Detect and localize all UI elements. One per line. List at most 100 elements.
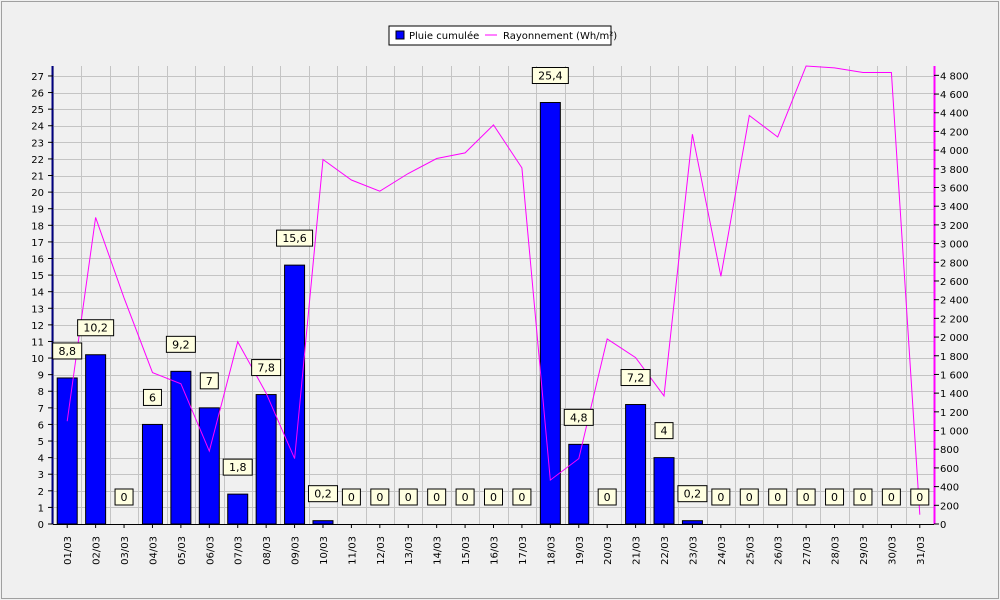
data-label-box (484, 488, 503, 506)
x-tick-label: 01/03 (63, 536, 74, 565)
left-tick-label: 19 (31, 205, 44, 216)
x-tick-label: 08/03 (262, 536, 273, 565)
data-label-box (677, 485, 708, 503)
data-label: 7,2 (620, 369, 651, 387)
data-label: 0 (512, 488, 532, 506)
left-tick-label: 4 (38, 454, 44, 465)
data-label-box (142, 388, 162, 406)
x-tick-label: 24/03 (717, 536, 728, 565)
data-label-text: 7 (206, 375, 213, 388)
left-tick-label: 12 (31, 321, 44, 332)
x-tick-label: 09/03 (291, 536, 302, 565)
data-label: 8,8 (52, 342, 83, 360)
data-label-text: 0 (717, 491, 724, 504)
data-label: 0 (455, 488, 475, 506)
right-tick-label: 2 800 (940, 258, 969, 269)
data-label-box (768, 488, 788, 506)
left-tick-label: 22 (31, 155, 44, 166)
left-tick-label: 5 (38, 437, 44, 448)
data-label: 0 (910, 488, 930, 506)
data-label-text: 0 (490, 491, 497, 504)
data-label-box (796, 488, 816, 506)
x-axis: 01/03 02/03 03/03 04/03 05/03 06/03 07/03 08/03… (53, 524, 934, 565)
bar (255, 394, 277, 525)
x-tick-label: 16/03 (490, 536, 501, 565)
bar (56, 377, 78, 525)
data-label-box (222, 458, 253, 476)
data-label: 9,2 (165, 335, 196, 353)
x-tick-label: 22/03 (660, 536, 671, 565)
data-label: 0 (484, 488, 503, 506)
left-tick-label: 23 (31, 138, 44, 149)
data-label: 0,2 (677, 485, 708, 503)
data-label-box (398, 488, 418, 506)
data-label: 0 (796, 488, 816, 506)
right-tick-label: 3 000 (940, 240, 969, 251)
legend: Pluie cumulée Rayonnement (Wh/m²) (388, 25, 617, 46)
data-label-box (597, 488, 617, 506)
data-label-text: 0 (803, 491, 810, 504)
data-label-text: 0 (433, 491, 440, 504)
left-tick-label: 3 (38, 470, 44, 481)
data-label-box (77, 319, 115, 337)
data-label-box (114, 488, 134, 506)
x-tick-label: 18/03 (546, 536, 557, 565)
data-labels: 8,8 10,2 0 6 9,2 7 1,8 7,8 15,6 0,2 0 0 0 0 0 0 0 25,4 4,8… (52, 67, 930, 506)
right-tick-label: 3 600 (940, 184, 969, 195)
x-tick-label: 23/03 (688, 536, 699, 565)
x-tick-label: 13/03 (404, 536, 415, 565)
left-tick-label: 1 (38, 503, 44, 514)
data-label-box (881, 488, 901, 506)
right-tick-label: 1 400 (940, 389, 969, 400)
data-label-box (910, 488, 930, 506)
x-tick-label: 10/03 (319, 536, 330, 565)
x-tick-label: 05/03 (177, 536, 188, 565)
data-label: 7,8 (251, 359, 282, 377)
bar (539, 102, 561, 525)
right-tick-label: 1 800 (940, 352, 969, 363)
data-label-text: 0 (774, 491, 781, 504)
data-label-text: 8,8 (58, 345, 76, 358)
data-label-text: 0 (518, 491, 525, 504)
data-label-text: 1,8 (229, 461, 247, 474)
left-tick-label: 27 (31, 72, 44, 83)
data-label: 15,6 (276, 229, 314, 247)
data-label-box (739, 488, 759, 506)
data-label-text: 0 (746, 491, 753, 504)
data-label-box (711, 488, 731, 506)
left-tick-label: 14 (31, 288, 44, 299)
data-label-text: 0 (121, 491, 128, 504)
left-tick-label: 2 (38, 487, 44, 498)
data-label-text: 7,2 (627, 372, 645, 385)
data-label-text: 15,6 (282, 232, 307, 245)
data-label-box (512, 488, 532, 506)
right-tick-label: 2 400 (940, 296, 969, 307)
data-label: 0 (370, 488, 390, 506)
data-label-text: 0 (888, 491, 895, 504)
right-tick-label: 3 200 (940, 221, 969, 232)
data-label: 0 (825, 488, 845, 506)
x-tick-label: 21/03 (632, 536, 643, 565)
left-tick-label: 6 (38, 420, 44, 431)
x-tick-label: 06/03 (205, 536, 216, 565)
right-tick-label: 4 400 (940, 109, 969, 120)
data-label-box (427, 488, 447, 506)
data-label-box (531, 67, 569, 85)
left-tick-label: 26 (31, 89, 44, 100)
left-tick-label: 13 (31, 304, 44, 315)
data-label: 7 (199, 372, 219, 390)
bar (227, 493, 249, 525)
data-label-box (370, 488, 390, 506)
data-label-box (654, 422, 674, 440)
data-label-box (307, 485, 338, 503)
x-tick-label: 28/03 (831, 536, 842, 565)
left-tick-label: 9 (38, 371, 44, 382)
right-tick-label: 2 600 (940, 277, 969, 288)
data-label: 0 (427, 488, 447, 506)
data-label-text: 0,2 (684, 488, 702, 501)
left-tick-label: 15 (31, 271, 44, 282)
bar (141, 423, 163, 525)
x-tick-label: 12/03 (376, 536, 387, 565)
data-label-box (276, 229, 314, 247)
data-label: 0,2 (307, 485, 338, 503)
